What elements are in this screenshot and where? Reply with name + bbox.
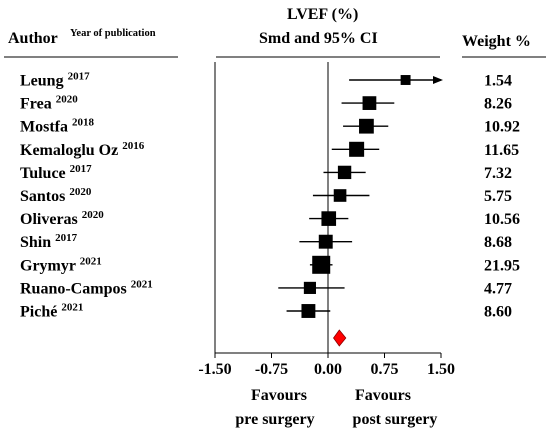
study-year: 2018 bbox=[72, 117, 95, 129]
study-year: 2021 bbox=[80, 255, 102, 267]
study-year: 2020 bbox=[56, 94, 79, 106]
point-estimate-marker bbox=[301, 304, 316, 318]
study-author: Santos bbox=[20, 188, 69, 205]
study-author-label: Leung 2017 bbox=[20, 71, 90, 90]
point-estimate-marker bbox=[362, 96, 377, 110]
point-estimate-marker bbox=[359, 118, 374, 134]
study-year: 2017 bbox=[70, 163, 93, 175]
study-author: Kemaloglu Oz bbox=[20, 142, 122, 159]
point-estimate-marker bbox=[349, 141, 365, 157]
study-row: Santos 2020 5.75 bbox=[20, 186, 512, 205]
study-weight: 10.92 bbox=[484, 119, 520, 136]
study-weight: 10.56 bbox=[484, 211, 520, 228]
point-estimate-marker bbox=[318, 234, 333, 249]
study-author-label: Grymyr 2021 bbox=[20, 255, 102, 274]
study-row: Tuluce 2017 7.32 bbox=[20, 163, 512, 182]
study-row: Grymyr 2021 21.95 bbox=[20, 255, 520, 274]
study-weight: 8.60 bbox=[484, 304, 512, 321]
study-author-label: Kemaloglu Oz 2016 bbox=[20, 140, 145, 159]
ci-arrow-head bbox=[433, 76, 443, 84]
study-author: Shin bbox=[20, 234, 55, 251]
study-year: 2021 bbox=[131, 278, 153, 290]
study-row: Shin 2017 8.68 bbox=[20, 232, 512, 251]
study-row: Frea 2020 8.26 bbox=[20, 94, 512, 113]
study-author-label: Frea 2020 bbox=[20, 94, 78, 113]
study-row: Leung 2017 1.54 bbox=[20, 71, 512, 90]
study-row: Kemaloglu Oz 2016 11.65 bbox=[20, 140, 519, 159]
study-author-label: Santos 2020 bbox=[20, 186, 92, 205]
x-tick-label: -0.75 bbox=[255, 361, 288, 378]
study-weight: 21.95 bbox=[484, 257, 520, 274]
study-weight: 5.75 bbox=[484, 188, 512, 205]
study-author-label: Tuluce 2017 bbox=[20, 163, 92, 182]
point-estimate-marker bbox=[303, 281, 316, 294]
point-estimate-marker bbox=[337, 165, 352, 180]
study-year: 2017 bbox=[55, 232, 78, 244]
study-rows: Leung 2017 1.54 Frea 2020 8.26 Mostfa 2018 10… bbox=[20, 71, 520, 347]
x-axis: -1.50 -0.75 0.00 0.75 1.50 Favours pre surgery… bbox=[198, 62, 455, 428]
point-estimate-marker bbox=[333, 189, 347, 202]
study-row: Mostfa 2018 10.92 bbox=[20, 117, 520, 136]
study-weight: 4.77 bbox=[484, 280, 512, 297]
study-year: 2021 bbox=[61, 302, 83, 314]
x-tick-label: 1.50 bbox=[427, 361, 455, 378]
study-author: Tuluce bbox=[20, 165, 70, 182]
x-tick-label: 0.75 bbox=[371, 361, 399, 378]
x-tick-label: 0.00 bbox=[314, 361, 342, 378]
pooled-effect-diamond bbox=[333, 329, 347, 347]
study-author-label: Piché 2021 bbox=[20, 302, 83, 321]
author-column-header: Author bbox=[8, 30, 58, 47]
study-year: 2017 bbox=[68, 71, 91, 83]
study-author-label: Oliveras 2020 bbox=[20, 209, 104, 228]
point-estimate-marker bbox=[321, 211, 337, 226]
study-weight: 8.26 bbox=[484, 96, 512, 113]
study-row: Ruano-Campos 2021 4.77 bbox=[20, 278, 512, 297]
study-author: Piché bbox=[20, 304, 61, 321]
point-estimate-marker bbox=[400, 75, 411, 85]
favours-right-label-line2: post surgery bbox=[353, 411, 438, 428]
favours-left-label-line1: Favours bbox=[251, 387, 307, 404]
study-author: Mostfa bbox=[20, 119, 72, 136]
study-author-label: Shin 2017 bbox=[20, 232, 78, 251]
study-weight: 11.65 bbox=[484, 142, 519, 159]
study-author: Grymyr bbox=[20, 257, 80, 274]
study-author: Ruano-Campos bbox=[20, 280, 131, 297]
table-header: Author Year of publication LVEF (%) Smd … bbox=[0, 0, 550, 60]
study-author-label: Mostfa 2018 bbox=[20, 117, 94, 136]
favours-left-label-line2: pre surgery bbox=[235, 411, 314, 428]
study-author-label: Ruano-Campos 2021 bbox=[20, 278, 153, 297]
study-row: Oliveras 2020 10.56 bbox=[20, 209, 520, 228]
x-tick-label: -1.50 bbox=[198, 361, 231, 378]
year-column-header: Year of publication bbox=[70, 28, 156, 39]
chart-subtitle: Smd and 95% CI bbox=[259, 30, 378, 47]
point-estimate-marker bbox=[312, 255, 331, 274]
study-year: 2016 bbox=[122, 140, 145, 152]
study-year: 2020 bbox=[69, 186, 92, 198]
study-author: Leung bbox=[20, 73, 68, 90]
weight-column-header: Weight % bbox=[462, 33, 531, 50]
study-weight: 8.68 bbox=[484, 234, 512, 251]
study-weight: 1.54 bbox=[484, 73, 512, 90]
study-weight: 7.32 bbox=[484, 165, 512, 182]
study-row: Piché 2021 8.60 bbox=[20, 302, 512, 321]
study-author: Oliveras bbox=[20, 211, 82, 228]
favours-right-label-line1: Favours bbox=[355, 387, 411, 404]
study-year: 2020 bbox=[82, 209, 105, 221]
study-author: Frea bbox=[20, 96, 56, 113]
chart-title: LVEF (%) bbox=[287, 6, 359, 23]
